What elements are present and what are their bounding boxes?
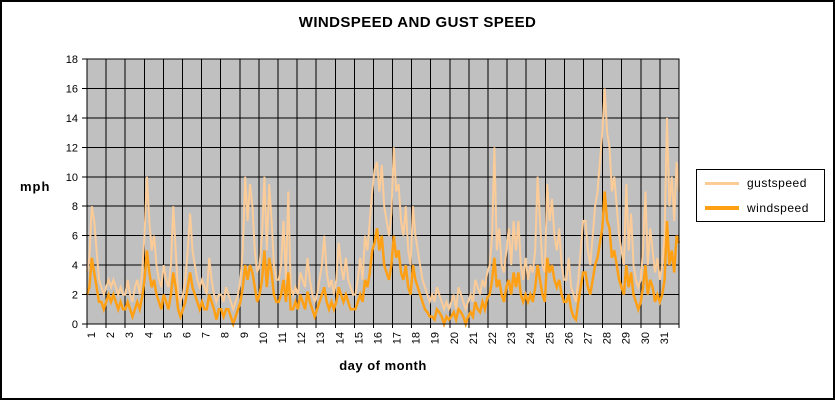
gustspeed-series-line bbox=[86, 88, 680, 313]
svg-text:2: 2 bbox=[72, 290, 78, 302]
svg-text:21: 21 bbox=[468, 332, 480, 344]
svg-text:4: 4 bbox=[72, 260, 78, 272]
legend-item-gustspeed: gustspeed bbox=[705, 176, 824, 190]
plot-border bbox=[86, 58, 680, 325]
windspeed-line-swatch bbox=[705, 206, 739, 210]
svg-text:30: 30 bbox=[640, 332, 652, 344]
svg-text:31: 31 bbox=[659, 332, 671, 344]
legend-label-gustspeed: gustspeed bbox=[747, 176, 807, 190]
svg-text:14: 14 bbox=[334, 332, 346, 344]
svg-text:8: 8 bbox=[220, 332, 232, 338]
windspeed-series-line bbox=[85, 191, 681, 329]
legend-label-windspeed: windspeed bbox=[747, 201, 809, 215]
svg-text:1: 1 bbox=[86, 332, 98, 338]
svg-text:8: 8 bbox=[72, 201, 78, 213]
svg-text:29: 29 bbox=[621, 332, 633, 344]
svg-text:22: 22 bbox=[487, 332, 499, 344]
svg-text:12: 12 bbox=[296, 332, 308, 344]
svg-text:7: 7 bbox=[201, 332, 213, 338]
svg-text:24: 24 bbox=[525, 332, 537, 344]
y-axis-title: mph bbox=[20, 179, 51, 194]
svg-text:19: 19 bbox=[430, 332, 442, 344]
svg-text:20: 20 bbox=[449, 332, 461, 344]
svg-text:2: 2 bbox=[105, 332, 117, 338]
svg-text:13: 13 bbox=[315, 332, 327, 344]
svg-text:25: 25 bbox=[544, 332, 556, 344]
axis-ticks bbox=[82, 58, 680, 328]
svg-text:23: 23 bbox=[506, 332, 518, 344]
svg-text:12: 12 bbox=[66, 142, 78, 154]
svg-text:10: 10 bbox=[258, 332, 270, 344]
svg-text:4: 4 bbox=[143, 332, 155, 338]
legend: gustspeed windspeed bbox=[696, 169, 825, 222]
svg-text:6: 6 bbox=[72, 231, 78, 243]
svg-text:18: 18 bbox=[66, 54, 78, 66]
svg-text:11: 11 bbox=[277, 332, 289, 343]
svg-text:9: 9 bbox=[239, 332, 251, 338]
svg-text:15: 15 bbox=[353, 332, 365, 344]
svg-text:5: 5 bbox=[162, 332, 174, 338]
svg-text:16: 16 bbox=[372, 332, 384, 344]
svg-text:18: 18 bbox=[411, 332, 423, 344]
svg-text:3: 3 bbox=[124, 332, 136, 338]
svg-text:17: 17 bbox=[392, 332, 404, 344]
svg-text:10: 10 bbox=[66, 172, 78, 184]
svg-text:0: 0 bbox=[72, 319, 78, 331]
svg-text:26: 26 bbox=[563, 332, 575, 344]
svg-text:16: 16 bbox=[66, 83, 78, 95]
x-tick-labels: 1 2 3 4 5 6 7 8 9 10 11 12 13 14 15 16 17 18 19 20 21 22 23 24 2… bbox=[86, 332, 671, 344]
svg-text:27: 27 bbox=[583, 332, 595, 344]
gustspeed-line-swatch bbox=[705, 181, 739, 185]
svg-text:28: 28 bbox=[602, 332, 614, 344]
chart-title: WINDSPEED AND GUST SPEED bbox=[298, 14, 537, 31]
x-axis-title: day of month bbox=[339, 358, 427, 373]
legend-item-windspeed: windspeed bbox=[705, 201, 824, 215]
y-tick-labels: 0 2 4 6 8 10 12 14 16 18 bbox=[66, 54, 78, 331]
svg-text:14: 14 bbox=[66, 113, 78, 125]
svg-text:6: 6 bbox=[181, 332, 193, 338]
